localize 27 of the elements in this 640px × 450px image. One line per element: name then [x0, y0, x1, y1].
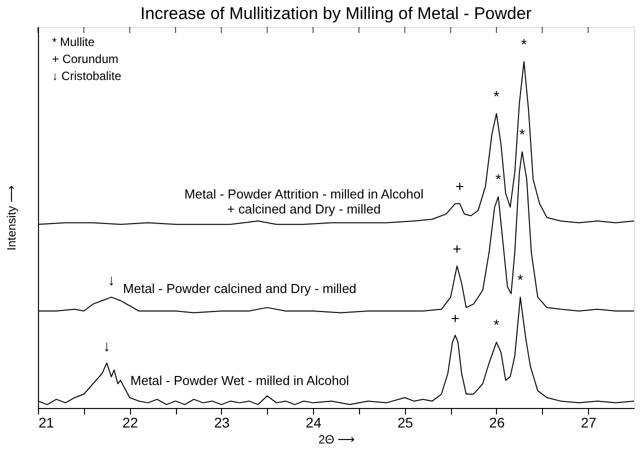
text: * Mullite: [52, 35, 96, 49]
x-tick-label: 23: [214, 414, 230, 430]
annotation: *: [494, 88, 500, 106]
annotation: + Corundum: [52, 52, 118, 66]
x-tick-label: 24: [306, 414, 322, 430]
x-tick-label: 22: [122, 414, 138, 430]
chart-title: Increase of Mullitization by Milling of Metal - Powder: [140, 4, 532, 23]
annotation: ↓ Cristobalite: [52, 69, 122, 83]
series-label: Metal - Powder Wet - milled in Alcohol: [130, 372, 350, 388]
y-axis-title: Intensity ⟶: [4, 185, 18, 251]
x-tick-label: 25: [397, 414, 414, 430]
annotation: *: [519, 126, 526, 144]
series-label: Metal - Powder calcined and Dry - milled: [123, 281, 356, 296]
annotation: ↓: [103, 338, 111, 355]
annotation: +: [455, 178, 464, 196]
annotation: +: [450, 310, 460, 328]
annotation: *: [517, 272, 524, 290]
annotation: *: [494, 317, 500, 334]
x-tick-label: 27: [580, 414, 597, 430]
annotation: *: [521, 36, 528, 54]
x-tick-label: 21: [38, 414, 54, 430]
annotation: ↓: [108, 272, 116, 290]
series-label: Metal - Powder Attrition - milled in Alcohol + calcined and Dry - milled: [184, 186, 424, 216]
annotation: +: [452, 240, 462, 258]
annotation: *: [495, 172, 502, 189]
x-axis-title: 2Θ ⟶: [318, 432, 355, 446]
x-tick-label: 26: [489, 414, 505, 430]
